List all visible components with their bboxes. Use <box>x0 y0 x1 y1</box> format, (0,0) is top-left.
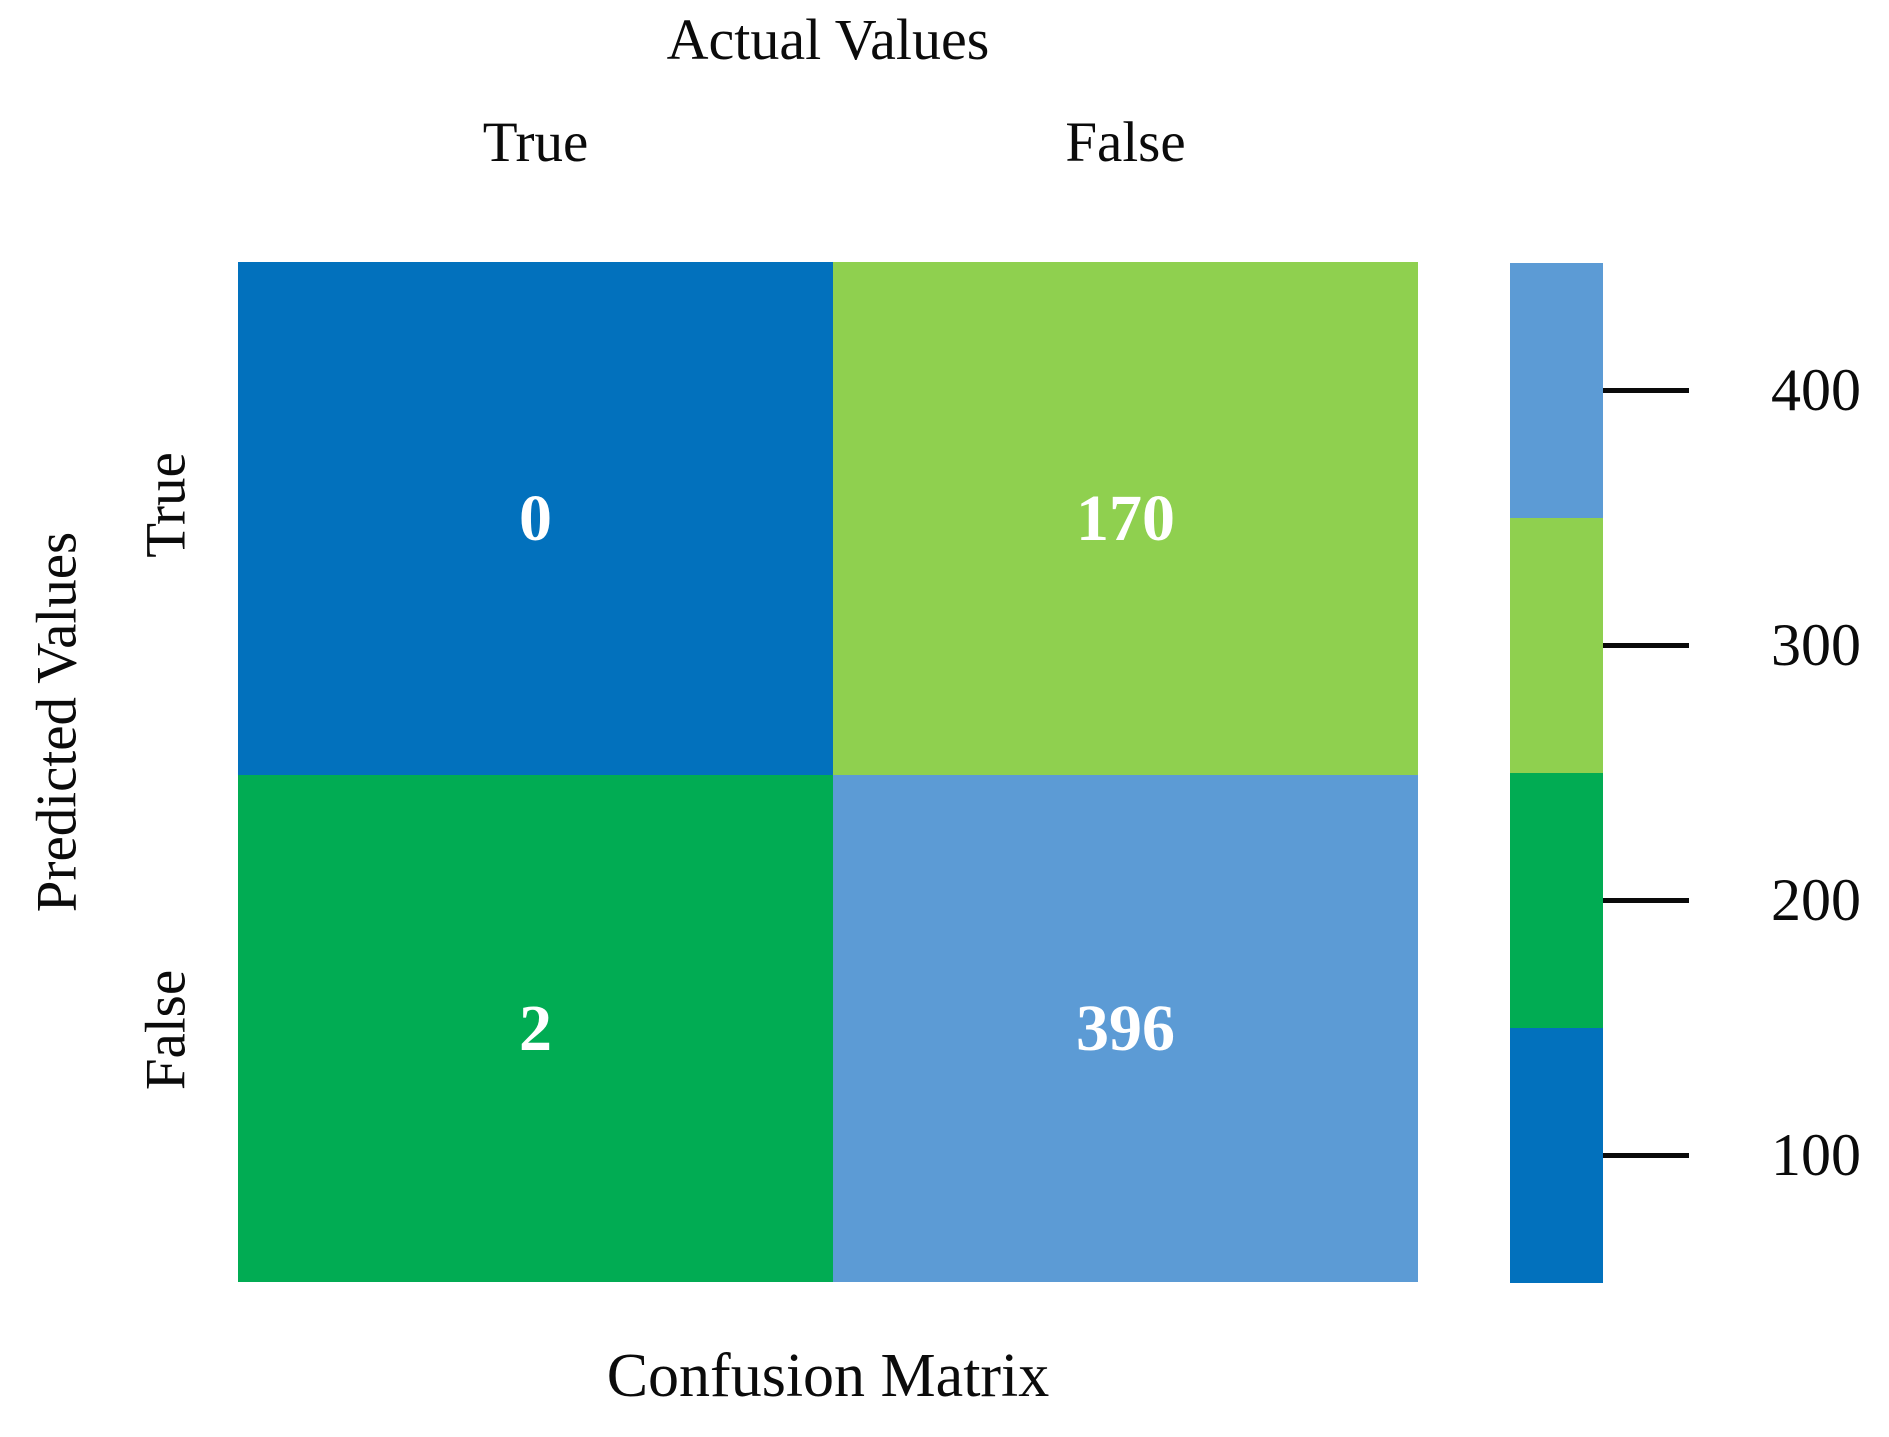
column-label-true: True <box>482 111 589 174</box>
cell-pred-true-actual-false: 170 <box>833 262 1418 775</box>
colorbar-segment-200 <box>1510 773 1603 1028</box>
colorbar-tick-100 <box>1603 1153 1689 1158</box>
colorbar-tick-label-300: 300 <box>1771 612 1861 678</box>
colorbar-segment-100 <box>1510 1028 1603 1283</box>
column-label-false: False <box>1065 111 1186 174</box>
row-label-true: True <box>134 452 198 558</box>
colorbar-tick-400 <box>1603 388 1689 393</box>
y-axis-title: Predicted Values <box>25 531 89 913</box>
chart-caption: Confusion Matrix <box>606 1342 1050 1410</box>
colorbar <box>1510 263 1603 1283</box>
colorbar-tick-label-100: 100 <box>1771 1122 1861 1188</box>
colorbar-tick-200 <box>1603 898 1689 903</box>
colorbar-tick-label-400: 400 <box>1771 357 1861 423</box>
colorbar-tick-300 <box>1603 643 1689 648</box>
cell-pred-false-actual-true: 2 <box>238 775 833 1282</box>
cell-pred-true-actual-true: 0 <box>238 262 833 775</box>
colorbar-segment-400 <box>1510 263 1603 518</box>
colorbar-tick-label-200: 200 <box>1771 867 1861 933</box>
colorbar-segment-300 <box>1510 518 1603 773</box>
x-axis-title: Actual Values <box>666 7 990 72</box>
heatmap-grid: 0 170 2 396 <box>238 262 1418 1282</box>
cell-pred-false-actual-false: 396 <box>833 775 1418 1282</box>
row-label-false: False <box>134 969 198 1091</box>
